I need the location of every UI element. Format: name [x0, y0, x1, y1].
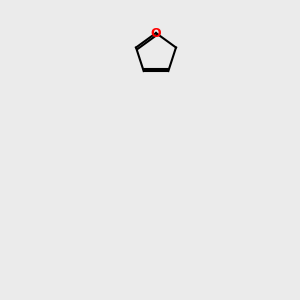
Text: O: O: [151, 26, 161, 40]
